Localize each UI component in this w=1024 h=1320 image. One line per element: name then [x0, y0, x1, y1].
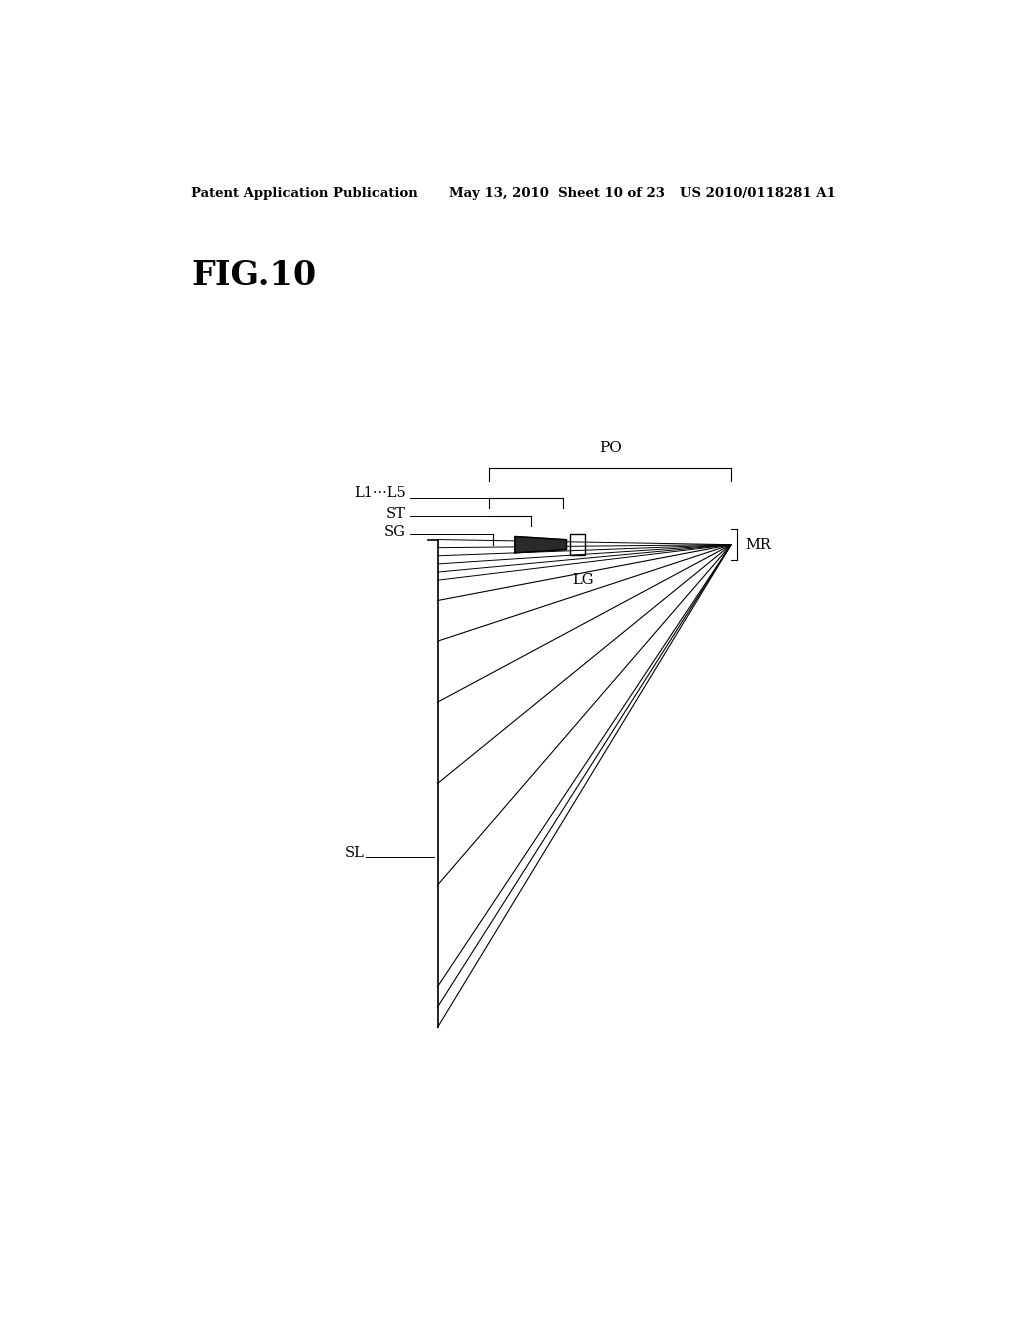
Text: FIG.10: FIG.10: [191, 260, 316, 293]
Text: ST: ST: [386, 507, 406, 521]
Bar: [570, 535, 585, 554]
Text: SL: SL: [345, 846, 365, 859]
Text: May 13, 2010  Sheet 10 of 23: May 13, 2010 Sheet 10 of 23: [450, 187, 666, 201]
Text: PO: PO: [599, 441, 622, 455]
Text: L1···L5: L1···L5: [354, 486, 406, 500]
Polygon shape: [515, 536, 566, 553]
Text: Patent Application Publication: Patent Application Publication: [191, 187, 418, 201]
Text: LG: LG: [572, 573, 594, 587]
Text: US 2010/0118281 A1: US 2010/0118281 A1: [680, 187, 836, 201]
Text: MR: MR: [745, 537, 771, 552]
Text: SG: SG: [384, 525, 406, 540]
